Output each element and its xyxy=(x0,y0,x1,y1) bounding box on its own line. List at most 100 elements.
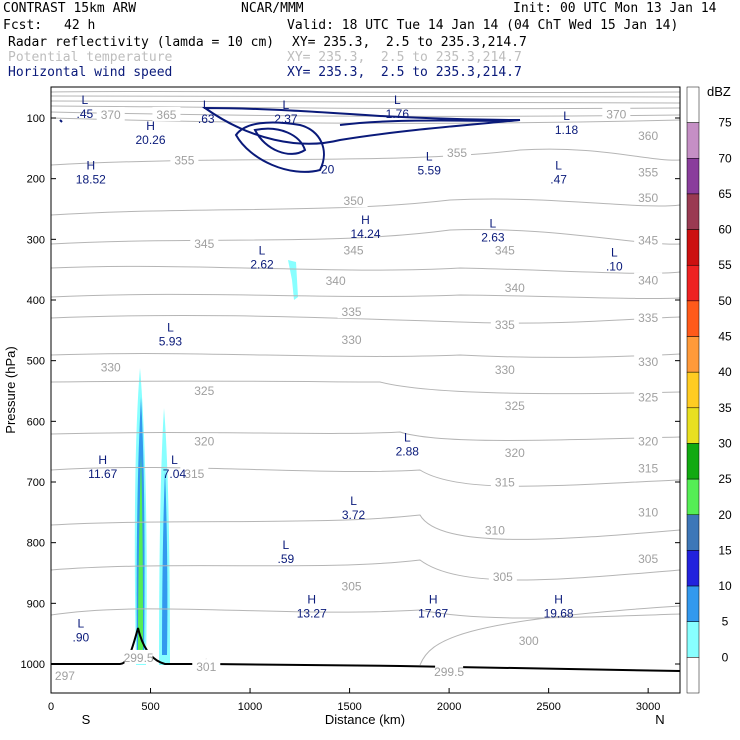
theta-label: 315 xyxy=(638,462,658,476)
field-wind-xy: XY= 235.3, 2.5 to 235.3,214.7 xyxy=(287,65,522,80)
theta-contour-15 xyxy=(50,431,681,441)
colorbar-label: 35 xyxy=(718,401,732,415)
theta-label: 320 xyxy=(505,446,525,460)
theta-label: 320 xyxy=(638,434,658,448)
theta-label: 330 xyxy=(638,355,658,369)
colorbar-label: 25 xyxy=(718,472,732,486)
extremum-value: .47 xyxy=(550,173,567,187)
colorbar-swatch xyxy=(686,336,700,373)
theta-label: 355 xyxy=(447,146,467,160)
x-tick-label: 2500 xyxy=(536,701,560,713)
theta-label-bg xyxy=(634,353,663,368)
theta-contour-1 xyxy=(50,90,681,94)
theta-contour-13 xyxy=(50,353,681,358)
theta-label: 345 xyxy=(194,237,214,251)
theta-label-bg xyxy=(602,106,631,121)
theta-contour-11 xyxy=(50,293,681,300)
extremum-type: H xyxy=(429,592,438,606)
theta-contour-18 xyxy=(50,559,681,581)
theta-label-bg xyxy=(634,232,663,247)
colorbar-swatch xyxy=(686,371,700,409)
theta-label: 299.5 xyxy=(124,651,154,665)
x-tick-label: 1000 xyxy=(238,701,262,713)
theta-label: 365 xyxy=(156,108,176,122)
theta-label-bg xyxy=(490,474,519,489)
colorbar-swatch xyxy=(686,300,700,337)
wind-contour-1 xyxy=(201,106,521,145)
colorbar-swatch xyxy=(686,407,700,444)
theta-label: 355 xyxy=(638,166,658,180)
reflectivity-patch-3 xyxy=(288,260,298,300)
theta-label-bg xyxy=(337,578,366,593)
theta-contour-10 xyxy=(50,265,681,274)
field-wind-name: Horizontal wind speed xyxy=(8,65,173,80)
extremum-value: .10 xyxy=(606,259,623,273)
extremum-value: 11.67 xyxy=(88,467,117,481)
theta-label: 345 xyxy=(495,243,515,257)
y-tick-label: 800 xyxy=(27,538,45,550)
theta-label: 350 xyxy=(344,194,364,208)
colorbar-swatch xyxy=(686,264,700,302)
colorbar-swatch xyxy=(686,478,700,516)
theta-label-bg xyxy=(190,433,219,448)
theta-label-bg xyxy=(490,242,519,257)
fcst-label: Fcst: xyxy=(3,18,43,33)
y-tick-label: 400 xyxy=(27,295,45,307)
colorbar-swatch xyxy=(686,550,700,587)
colorbar-label: 20 xyxy=(718,508,732,522)
theta-contour-20 xyxy=(419,605,681,666)
theta-contour-9 xyxy=(50,229,681,245)
theta-label: 330 xyxy=(495,363,515,377)
y-tick-label: 1000 xyxy=(21,659,45,671)
theta-label-bg xyxy=(337,304,366,319)
extremum-value: .90 xyxy=(73,631,90,645)
theta-label: 315 xyxy=(184,467,204,481)
theta-label-bg xyxy=(490,316,519,331)
x-tick-label: 0 xyxy=(48,701,54,713)
extremum-value: 2.62 xyxy=(250,258,274,272)
colorbar-label: 75 xyxy=(718,116,732,130)
theta-contour-16 xyxy=(50,466,681,487)
extremum-value: 1.76 xyxy=(386,107,410,121)
theta-label: 330 xyxy=(342,333,362,347)
plot-frame xyxy=(50,86,681,694)
theta-label-bg xyxy=(634,504,663,519)
field-reflectivity-xy: XY= 235.3, 2.5 to 235.3,214.7 xyxy=(292,35,527,50)
extremum-type: H xyxy=(146,119,155,133)
extremum-type: H xyxy=(98,453,107,467)
theta-label: 370 xyxy=(606,107,626,121)
theta-label-bg xyxy=(634,310,663,325)
extremum-value: 14.24 xyxy=(350,227,380,241)
colorbar-label: 45 xyxy=(718,330,732,344)
init-time: Init: 00 UTC Mon 13 Jan 14 xyxy=(513,1,717,16)
extremum-type: L xyxy=(426,150,433,164)
colorbar-swatch xyxy=(686,585,700,622)
colorbar-label: 50 xyxy=(718,294,732,308)
wind-contour-5 xyxy=(59,119,63,123)
theta-label-bg xyxy=(500,398,529,413)
theta-contour-4 xyxy=(50,105,681,110)
x-axis-title: Distance (km) xyxy=(325,712,405,727)
extremum-value: .63 xyxy=(198,112,215,126)
theta-label-bg xyxy=(634,551,663,566)
extremum-type: L xyxy=(394,93,401,107)
theta-contour-14 xyxy=(50,380,681,395)
extremum-value: 2.37 xyxy=(274,112,298,126)
theta-label-bg xyxy=(488,569,517,584)
theta-contour-6 xyxy=(50,117,681,124)
extremum-value: 20.26 xyxy=(136,133,166,147)
x-end-label-right: N xyxy=(655,712,664,727)
colorbar-label: 70 xyxy=(718,151,732,165)
theta-label-bg xyxy=(50,668,79,683)
wind-contour-4 xyxy=(339,119,501,126)
theta-label-bg xyxy=(500,279,529,294)
field-reflectivity-name: Radar reflectivity (lamda = 10 cm) xyxy=(8,35,275,50)
theta-label-bg xyxy=(96,359,125,374)
extremum-value: 5.93 xyxy=(159,335,183,349)
theta-label: 300 xyxy=(519,634,539,648)
theta-label: 370 xyxy=(101,108,121,122)
fcst-value: 42 h xyxy=(64,18,96,33)
reflectivity-shading xyxy=(134,260,298,665)
colorbar-unit: dBZ xyxy=(707,84,731,99)
reflectivity-core-1b xyxy=(138,455,143,655)
